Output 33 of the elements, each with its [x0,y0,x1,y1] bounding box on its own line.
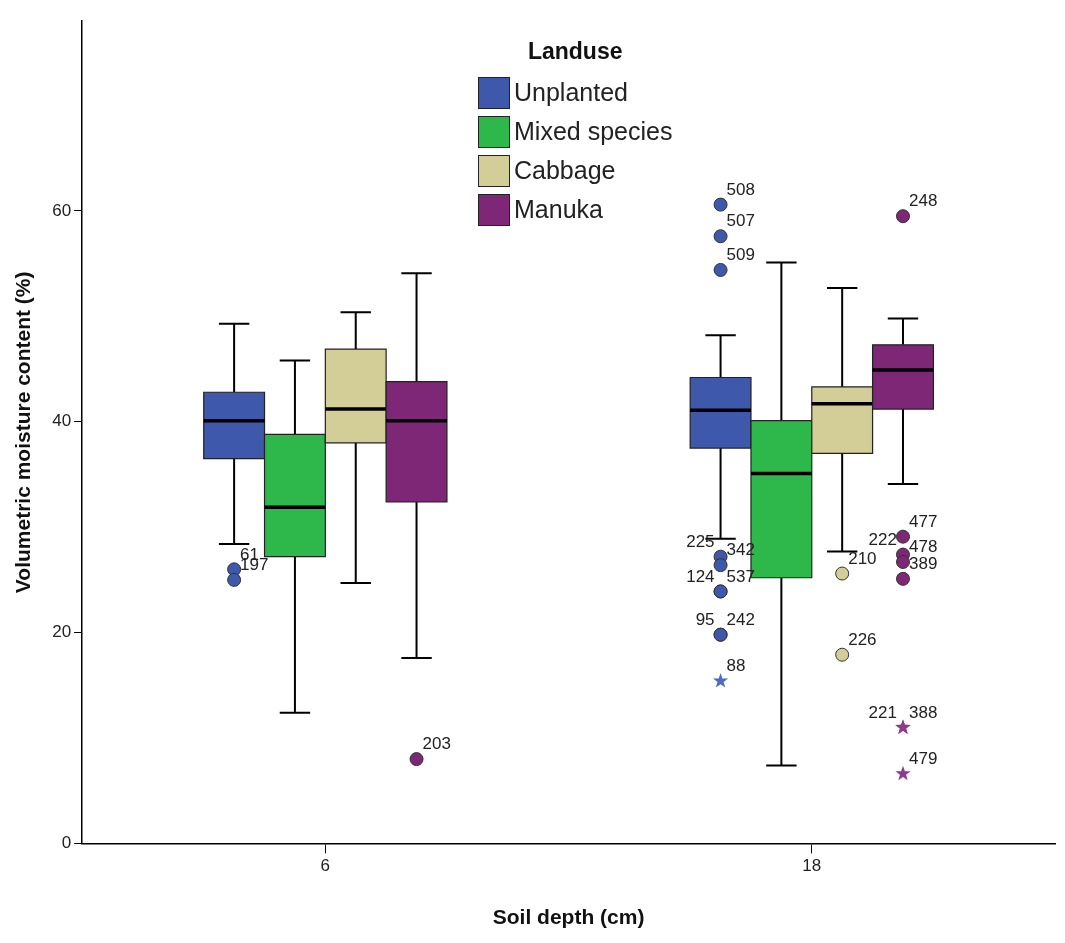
y-tick-label: 40 [52,411,72,431]
annotation: 95 [695,609,715,629]
legend-label: Manuka [514,195,603,224]
y-tick-label: 60 [52,200,72,220]
legend-label: Cabbage [514,156,616,185]
y-axis-title: Volumetric moisture content (%) [11,271,35,594]
annotation: 477 [908,511,938,531]
annotation: 203 [422,734,451,754]
annotation: 507 [726,211,755,231]
annotation: 478 [908,537,938,557]
legend-title: Landuse [526,38,624,65]
annotation: 509 [726,245,755,265]
y-tick-label: 20 [52,622,72,642]
annotation: 222 [868,529,897,549]
x-axis-title: Soil depth (cm) [492,905,645,929]
annotation: 388 [908,702,938,722]
annotation: 124 [686,566,715,586]
annotation: 226 [848,629,877,649]
x-tick-label: 18 [802,856,822,876]
legend-label: Mixed species [514,117,673,146]
annotation: 508 [726,179,755,199]
annotation: 537 [726,566,755,586]
annotation: 242 [726,609,755,629]
annotation: 221 [868,702,897,722]
annotation: 225 [686,531,715,551]
legend-label: Unplanted [514,78,628,107]
annotation: 248 [908,191,938,211]
x-tick-label: 6 [320,856,331,876]
annotation: 210 [848,548,877,568]
y-tick-label: 0 [61,833,72,853]
annotation: 88 [726,656,746,676]
annotation: 479 [908,749,938,769]
annotation: 389 [908,554,938,574]
